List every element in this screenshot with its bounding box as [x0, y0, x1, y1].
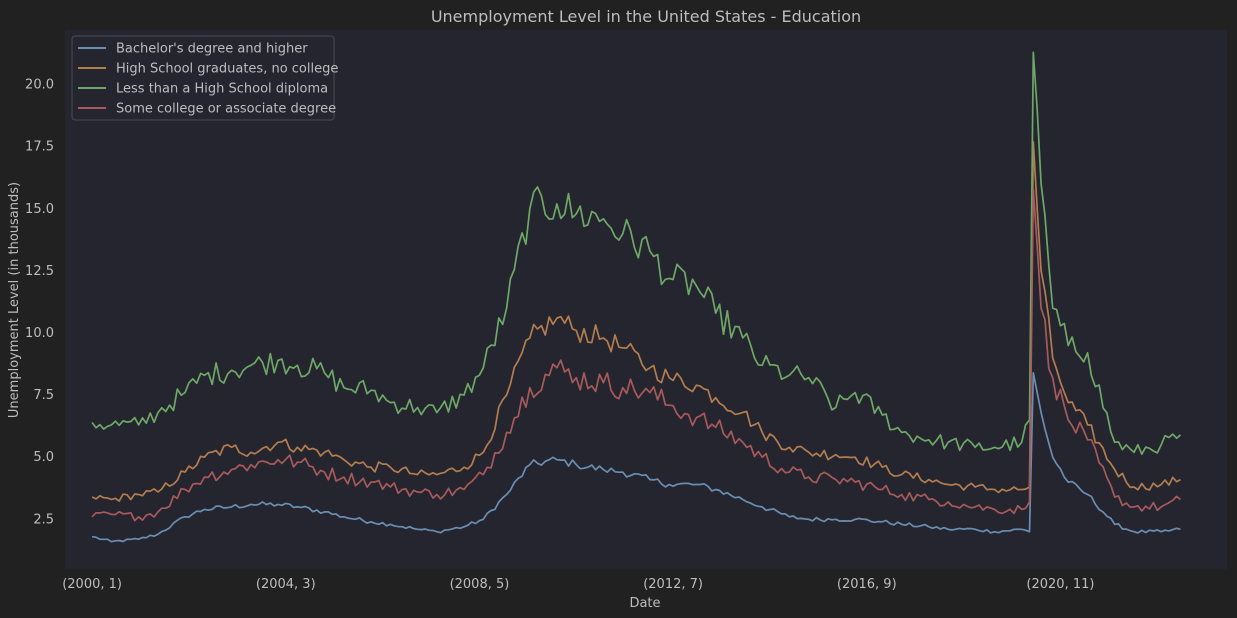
series-line [91, 371, 1181, 543]
series-line [91, 51, 1182, 456]
y-tick-label: 5.0 [33, 450, 54, 465]
legend-item-label: Some college or associate degree [116, 102, 336, 117]
series-lines [91, 51, 1182, 543]
x-tick-label: (2004, 3) [256, 577, 316, 592]
y-tick-label: 12.5 [25, 264, 54, 279]
y-tick-label: 7.5 [33, 388, 54, 403]
legend-item-label: High School graduates, no college [116, 62, 338, 77]
y-tick-label: 2.5 [33, 512, 54, 527]
chart-title: Unemployment Level in the United States … [431, 7, 861, 26]
y-axis: 2.5 5.0 7.5 10.0 12.5 15.0 17.5 20.0 [25, 78, 54, 528]
legend-box [71, 35, 335, 121]
series-line [91, 188, 1182, 522]
legend-item-label: Bachelor's degree and higher [116, 42, 308, 57]
x-tick-label: (2008, 5) [450, 577, 510, 592]
legend: Bachelor's degree and higher High School … [71, 35, 338, 121]
x-tick-label: (2020, 11) [1026, 577, 1094, 592]
x-tick-label: (2000, 1) [62, 577, 122, 592]
y-tick-label: 17.5 [25, 140, 54, 155]
x-axis: (2000, 1) (2004, 3) (2008, 5) (2012, 7) (201… [62, 577, 1094, 592]
y-tick-label: 20.0 [25, 78, 54, 93]
series-line [91, 140, 1181, 502]
legend-item-label: Less than a High School diploma [116, 82, 328, 97]
x-axis-label: Date [629, 596, 660, 611]
y-tick-label: 15.0 [25, 202, 54, 217]
x-tick-label: (2016, 9) [837, 577, 897, 592]
x-tick-label: (2012, 7) [643, 577, 703, 592]
y-axis-label: Unemployment Level (in thousands) [7, 182, 22, 418]
y-tick-label: 10.0 [25, 326, 54, 341]
